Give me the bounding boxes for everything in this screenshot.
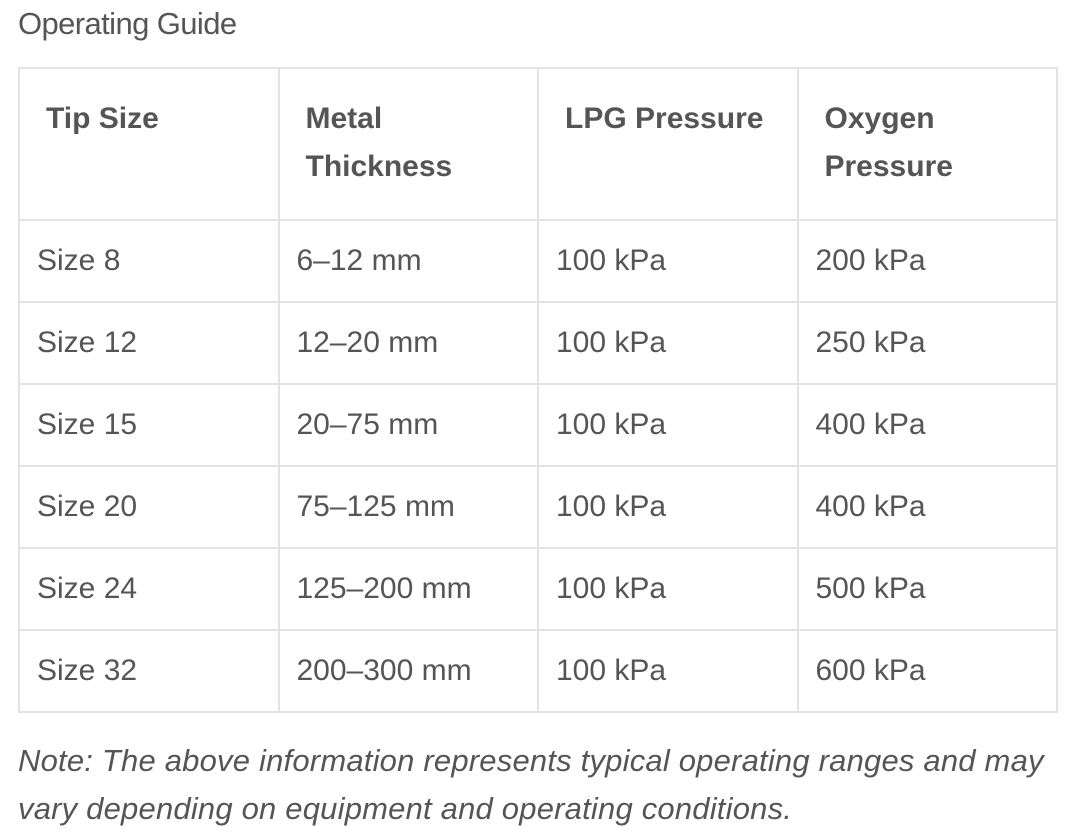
cell-metal-thickness: 6–12 mm — [277, 219, 539, 303]
table-header: Tip Size Metal Thickness LPG Pressure Ox… — [18, 67, 1058, 221]
cell-tip-size: Size 24 — [18, 547, 280, 631]
cell-oxygen-pressure: 200 kPa — [796, 219, 1058, 303]
table-row: Size 8 6–12 mm 100 kPa 200 kPa — [18, 219, 1058, 303]
cell-tip-size: Size 32 — [18, 629, 280, 713]
cell-lpg-pressure: 100 kPa — [537, 219, 799, 303]
table-header-row: Tip Size Metal Thickness LPG Pressure Ox… — [18, 67, 1058, 221]
table-row: Size 12 12–20 mm 100 kPa 250 kPa — [18, 301, 1058, 385]
cell-metal-thickness: 75–125 mm — [277, 465, 539, 549]
cell-metal-thickness: 125–200 mm — [277, 547, 539, 631]
table-row: Size 32 200–300 mm 100 kPa 600 kPa — [18, 629, 1058, 713]
cell-oxygen-pressure: 600 kPa — [796, 629, 1058, 713]
section-title: Operating Guide — [18, 6, 237, 41]
cell-lpg-pressure: 100 kPa — [537, 629, 799, 713]
cell-metal-thickness: 12–20 mm — [277, 301, 539, 385]
table-row: Size 15 20–75 mm 100 kPa 400 kPa — [18, 383, 1058, 467]
header-metal-thickness: Metal Thickness — [277, 67, 539, 221]
table-row: Size 20 75–125 mm 100 kPa 400 kPa — [18, 465, 1058, 549]
cell-metal-thickness: 200–300 mm — [277, 629, 539, 713]
table-row: Size 24 125–200 mm 100 kPa 500 kPa — [18, 547, 1058, 631]
table-body: Size 8 6–12 mm 100 kPa 200 kPa Size 12 1… — [18, 219, 1058, 713]
cell-oxygen-pressure: 400 kPa — [796, 465, 1058, 549]
header-lpg-pressure: LPG Pressure — [537, 67, 799, 221]
cell-lpg-pressure: 100 kPa — [537, 383, 799, 467]
cell-tip-size: Size 8 — [18, 219, 280, 303]
cell-tip-size: Size 12 — [18, 301, 280, 385]
operating-guide-table: Tip Size Metal Thickness LPG Pressure Ox… — [18, 67, 1058, 713]
cell-oxygen-pressure: 500 kPa — [796, 547, 1058, 631]
cell-tip-size: Size 20 — [18, 465, 280, 549]
header-oxygen-pressure: Oxygen Pressure — [796, 67, 1058, 221]
cell-lpg-pressure: 100 kPa — [537, 465, 799, 549]
cell-lpg-pressure: 100 kPa — [537, 301, 799, 385]
cell-oxygen-pressure: 400 kPa — [796, 383, 1058, 467]
cell-metal-thickness: 20–75 mm — [277, 383, 539, 467]
operating-note: Note: The above information represents t… — [18, 743, 1044, 826]
cell-tip-size: Size 15 — [18, 383, 280, 467]
cell-oxygen-pressure: 250 kPa — [796, 301, 1058, 385]
header-tip-size: Tip Size — [18, 67, 280, 221]
cell-lpg-pressure: 100 kPa — [537, 547, 799, 631]
